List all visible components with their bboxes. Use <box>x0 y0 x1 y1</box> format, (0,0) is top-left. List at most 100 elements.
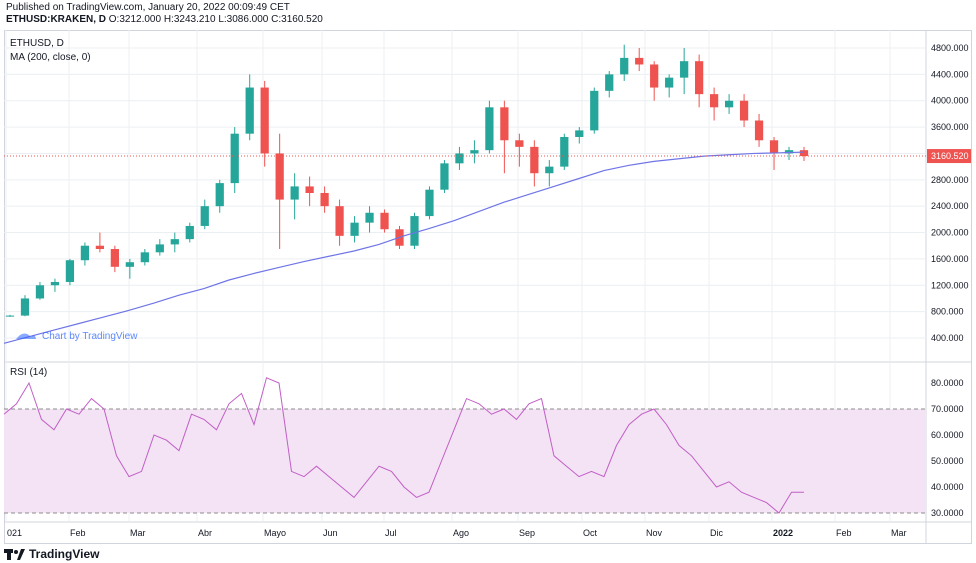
published-info: Published on TradingView.com, January 20… <box>6 2 290 13</box>
candle-body <box>575 130 584 137</box>
candle-body <box>440 163 449 190</box>
candle-body <box>155 244 164 253</box>
time-tick-label: Mar <box>130 528 146 538</box>
price-tick-label: 800.000 <box>931 307 964 317</box>
ma-line <box>3 151 805 344</box>
candle-body <box>605 74 614 91</box>
candle-body <box>485 107 494 151</box>
candle-body <box>65 260 75 282</box>
time-tick-label: Dic <box>710 528 723 538</box>
candle-body <box>200 206 209 226</box>
price-tick-label: 4000.000 <box>931 96 969 106</box>
candle-body <box>590 90 599 131</box>
time-tick-label: Nov <box>646 528 663 538</box>
time-tick-label: Jul <box>385 528 397 538</box>
rsi-tick-label: 70.0000 <box>931 404 964 414</box>
candle-body <box>275 153 284 200</box>
candle-body <box>365 212 374 223</box>
watermark: Chart by TradingView <box>16 331 138 342</box>
price-tick-label: 2400.000 <box>931 201 969 211</box>
rsi-band <box>4 409 926 513</box>
candle-body <box>500 107 509 141</box>
price-tick-label: 2800.000 <box>931 175 969 185</box>
time-tick-label: Mayo <box>264 528 286 538</box>
candle-body <box>125 262 134 267</box>
time-tick-label: Sep <box>519 528 535 538</box>
rsi-tick-label: 40.0000 <box>931 482 964 492</box>
candle-body <box>724 100 734 108</box>
candle-body <box>470 150 479 154</box>
candle-body <box>35 285 45 299</box>
candle-body <box>680 61 689 78</box>
chart-frame <box>4 30 972 544</box>
legend-symbol: ETHUSD, D <box>10 38 64 49</box>
candle-body <box>110 249 119 267</box>
ohlc-readout: O:3212.000 H:3243.210 L:3086.000 C:3160.… <box>108 14 323 25</box>
price-tick-label: 4400.000 <box>931 69 969 79</box>
candle-body <box>709 94 719 108</box>
price-tick-label: 400.000 <box>931 333 964 343</box>
candle-body <box>5 315 15 317</box>
tradingview-footer[interactable]: TradingView <box>4 546 99 562</box>
tradingview-logo-icon <box>4 549 25 560</box>
legend-rsi: RSI (14) <box>10 367 47 378</box>
candle-body <box>784 150 794 154</box>
symbol-header: ETHUSD:KRAKEN, D O:3212.000 H:3243.210 L… <box>6 14 323 25</box>
time-tick-label: 2022 <box>773 528 793 538</box>
price-tick-label: 2000.000 <box>931 228 969 238</box>
time-tick-label: Jun <box>323 528 338 538</box>
time-tick-label: Feb <box>70 528 86 538</box>
candle-body <box>665 77 674 88</box>
candle-body <box>50 281 60 286</box>
rsi-tick-label: 60.0000 <box>931 430 964 440</box>
candle-body <box>170 239 179 245</box>
last-price-badge <box>927 149 971 164</box>
symbol-title: ETHUSD:KRAKEN, D <box>6 14 106 25</box>
candle-body <box>95 245 105 250</box>
candle-body <box>215 183 224 207</box>
legend-ma: MA (200, close, 0) <box>10 52 91 63</box>
rsi-tick-label: 50.0000 <box>931 456 964 466</box>
candle-body <box>185 225 194 240</box>
footer-brand: TradingView <box>29 547 100 561</box>
time-tick-label: Oct <box>583 528 598 538</box>
candle-body <box>20 298 30 316</box>
candle-body <box>320 193 329 207</box>
candle-body <box>260 87 269 154</box>
rsi-tick-label: 80.0000 <box>931 378 964 388</box>
candle-body <box>739 100 749 121</box>
candle-body <box>140 252 149 263</box>
candle-body <box>515 140 524 147</box>
candle-body <box>650 64 659 88</box>
candle-body <box>380 212 389 230</box>
candle-body <box>455 153 464 164</box>
candle-body <box>290 186 299 200</box>
candle-body <box>620 57 629 75</box>
time-tick-label: Abr <box>198 528 212 538</box>
candle-body <box>530 146 539 174</box>
candle-body <box>350 222 359 236</box>
candle-body <box>230 133 239 184</box>
time-tick-label: Feb <box>836 528 852 538</box>
candle-body <box>769 140 779 154</box>
candle-body <box>425 189 434 217</box>
candle-body <box>560 136 569 167</box>
candle-body <box>635 57 644 65</box>
candle-body <box>799 150 809 157</box>
price-tick-label: 1200.000 <box>931 280 969 290</box>
candle-body <box>410 216 419 246</box>
price-tick-label: 4800.000 <box>931 43 969 53</box>
candle-body <box>545 166 554 174</box>
candle-body <box>754 120 764 141</box>
price-tick-label: 1600.000 <box>931 254 969 264</box>
watermark-text: Chart by TradingView <box>42 331 138 342</box>
candle-body <box>305 186 314 193</box>
time-tick-label: 021 <box>7 528 22 538</box>
candle-body <box>695 61 704 95</box>
candle-body <box>80 245 90 261</box>
rsi-line <box>3 377 804 514</box>
candle-body <box>335 206 344 236</box>
rsi-tick-label: 30.0000 <box>931 508 964 518</box>
time-tick-label: Ago <box>453 528 469 538</box>
